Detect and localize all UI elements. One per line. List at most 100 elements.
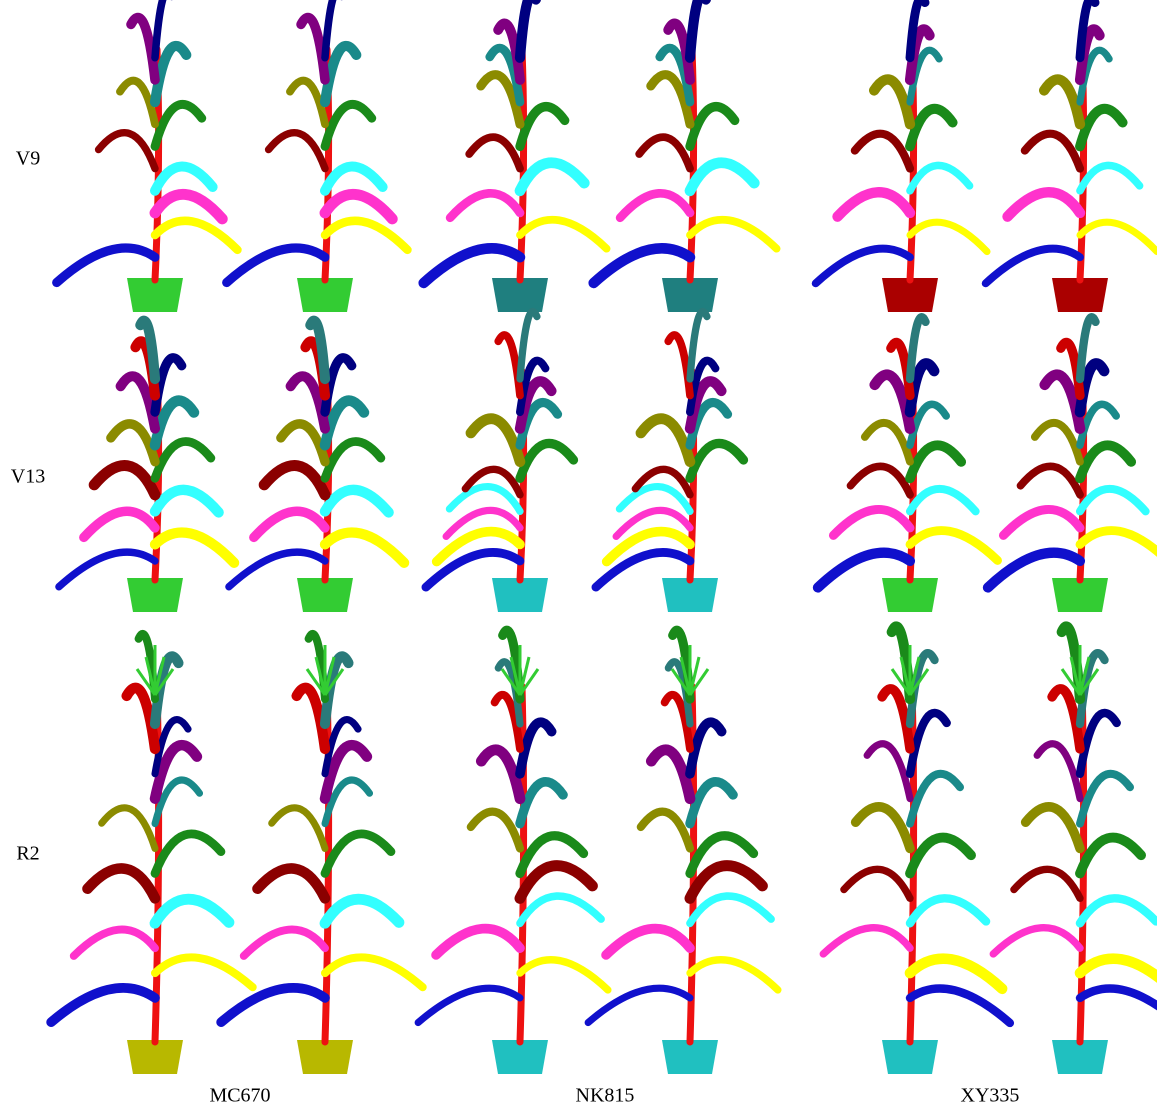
leaf [325, 442, 381, 479]
leaf [290, 81, 325, 125]
leaf [1003, 509, 1080, 535]
leaf [325, 221, 407, 250]
leaf [910, 165, 970, 190]
leaf [301, 18, 325, 80]
column-label: NK815 [576, 1085, 635, 1107]
leaf [865, 423, 910, 462]
leaf [269, 133, 325, 169]
leaf [325, 167, 383, 191]
plant [59, 321, 234, 612]
column-label: MC670 [209, 1085, 270, 1107]
row-label: V13 [11, 466, 45, 488]
leaf [588, 988, 690, 1022]
leaf [111, 424, 155, 462]
plant [588, 630, 778, 1074]
leaf [867, 744, 910, 799]
leaf [520, 0, 536, 58]
leaf [155, 899, 229, 923]
leaf [520, 896, 601, 923]
leaf [910, 838, 971, 874]
leaf [690, 896, 771, 923]
leaf [94, 466, 155, 495]
leaf [910, 445, 961, 478]
leaf [910, 959, 1002, 989]
plant [227, 0, 408, 312]
leaf [874, 79, 910, 124]
leaf [1080, 838, 1141, 874]
leaf [1080, 774, 1130, 824]
leaf [520, 163, 584, 191]
plant [418, 630, 608, 1074]
plant [594, 0, 777, 312]
plant [51, 634, 253, 1074]
plant [221, 634, 423, 1074]
leaf [424, 248, 520, 283]
leaf [272, 808, 325, 849]
leaf [325, 834, 391, 874]
leaf [910, 489, 976, 512]
plant [816, 0, 987, 312]
leaf [57, 248, 155, 283]
leaf [641, 812, 690, 849]
leaf [325, 490, 389, 513]
column-label: XY335 [961, 1085, 1020, 1107]
leaf [1080, 165, 1140, 190]
leaf [520, 443, 574, 478]
leaf [1044, 79, 1080, 124]
plant [818, 317, 998, 612]
leaf [1026, 807, 1080, 849]
leaf [84, 511, 155, 537]
leaf [1008, 192, 1080, 216]
leaf [88, 868, 155, 898]
leaf [851, 466, 910, 494]
leaf [1080, 989, 1157, 1023]
leaf [690, 163, 754, 191]
leaf [1080, 531, 1157, 561]
leaf [668, 335, 690, 396]
leaf [498, 335, 520, 396]
leaf [155, 533, 234, 563]
leaf [227, 248, 325, 283]
plant [986, 0, 1157, 312]
leaf [690, 220, 777, 249]
leaf [471, 812, 520, 849]
leaf [99, 133, 155, 169]
leaf [641, 419, 690, 462]
leaf [155, 221, 237, 250]
leaf [910, 531, 998, 561]
figure: V9 V13 R2 MC670 NK815 XY335 [0, 0, 1157, 1115]
leaf [1080, 898, 1156, 923]
leaf [481, 750, 520, 799]
leaf [910, 774, 960, 824]
leaf [244, 929, 325, 955]
plant [426, 312, 574, 612]
leaf [1025, 134, 1080, 169]
leaf [993, 928, 1080, 954]
plant [596, 312, 744, 612]
leaf [1080, 445, 1131, 478]
leaf [910, 989, 1010, 1023]
leaf [155, 194, 222, 219]
leaf [1080, 959, 1157, 989]
leaf [221, 988, 325, 1022]
leaf [1080, 489, 1146, 512]
leaf [606, 929, 690, 955]
leaf [855, 134, 910, 169]
leaf [856, 807, 910, 849]
leaf [325, 533, 404, 563]
leaf [102, 808, 155, 849]
leaf [1014, 869, 1080, 898]
leaf [450, 193, 520, 217]
plant [988, 317, 1157, 612]
leaf [254, 511, 325, 537]
leaf [844, 869, 910, 898]
leaf [281, 424, 325, 462]
leaf [620, 193, 690, 217]
leaf [910, 898, 986, 923]
leaf [120, 81, 155, 125]
leaf [833, 509, 910, 535]
leaf [690, 443, 744, 478]
leaf [651, 750, 690, 799]
leaf [155, 834, 221, 874]
leaf [838, 192, 910, 216]
